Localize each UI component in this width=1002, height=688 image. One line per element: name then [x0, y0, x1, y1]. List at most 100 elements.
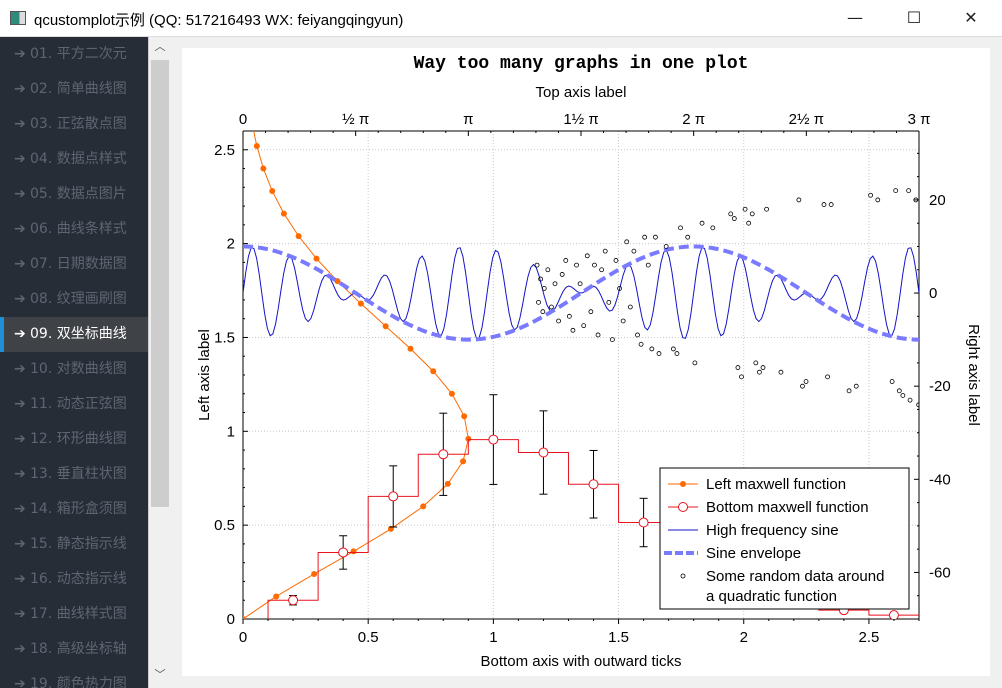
right-tick-label: -60: [929, 564, 951, 581]
left-tick-label: 1.5: [214, 329, 235, 346]
maximize-button[interactable]: ☐: [906, 8, 922, 27]
sidebar-item-label: 06. 曲线条样式: [30, 221, 127, 237]
random-data-point: [825, 374, 830, 380]
sidebar-item[interactable]: ➔ 13. 垂直柱状图: [0, 457, 148, 492]
random-data-point: [574, 262, 579, 268]
left-maxwell-point: [357, 300, 364, 307]
random-data-point: [549, 304, 554, 310]
sidebar-item[interactable]: ➔ 11. 动态正弦图: [0, 387, 148, 422]
sidebar-item[interactable]: ➔ 15. 静态指示线: [0, 527, 148, 562]
sidebar-item-label: 03. 正弦散点图: [30, 116, 127, 132]
random-data-point: [620, 318, 626, 324]
random-data-point: [913, 197, 919, 203]
sidebar-item[interactable]: ➔ 10. 对数曲线图: [0, 352, 148, 387]
sidebar-item[interactable]: ➔ 08. 纹理画刷图: [0, 282, 148, 317]
top-tick-label: 2 π: [682, 111, 705, 128]
legend-icon-bottom-maxwell-dot: [678, 502, 688, 512]
left-maxwell-point: [350, 548, 357, 555]
bottom-maxwell-point: [888, 610, 899, 619]
top-tick-label: ½ π: [342, 111, 369, 128]
scroll-up-icon[interactable]: ︿: [154, 40, 166, 53]
arrow-right-icon: ➔: [14, 361, 26, 377]
bottom-maxwell-point: [288, 595, 299, 606]
sidebar-nav: ➔ 01. 平方二次元 ➔ 02. 简单曲线图 ➔ 03. 正弦散点图 ➔ 04. 数据点样式…: [0, 37, 148, 688]
random-data-point: [556, 318, 561, 324]
sidebar-scrollbar[interactable]: ︿ ﹀: [148, 37, 170, 688]
bottom-maxwell-point: [388, 491, 399, 502]
bottom-tick-label: 2: [740, 629, 748, 646]
sidebar-item-label: 02. 简单曲线图: [30, 81, 127, 97]
arrow-right-icon: ➔: [14, 396, 26, 412]
arrow-right-icon: ➔: [14, 676, 26, 688]
left-maxwell-point: [273, 593, 280, 600]
left-maxwell-point: [311, 570, 318, 577]
random-data-point: [584, 253, 590, 259]
random-data-point: [566, 313, 572, 319]
random-data-point: [800, 383, 805, 389]
minimize-button[interactable]: —: [847, 8, 863, 27]
sidebar-item[interactable]: ➔ 05. 数据点图片: [0, 177, 148, 212]
sidebar-item[interactable]: ➔ 18. 高级坐标轴: [0, 632, 148, 667]
left-maxwell-point: [243, 616, 246, 619]
scroll-thumb[interactable]: [151, 60, 169, 507]
sidebar-item[interactable]: ➔ 09. 双坐标曲线: [0, 317, 148, 352]
random-data-point: [678, 225, 683, 231]
arrow-right-icon: ➔: [14, 571, 26, 587]
sidebar-item[interactable]: ➔ 04. 数据点样式: [0, 142, 148, 177]
random-data-point: [742, 206, 748, 212]
top-tick-label: π: [463, 111, 473, 128]
sidebar-item-label: 08. 纹理画刷图: [30, 291, 127, 307]
arrow-right-icon: ➔: [14, 431, 26, 447]
sidebar-item[interactable]: ➔ 16. 动态指示线: [0, 562, 148, 597]
random-data-point: [538, 276, 544, 282]
left-maxwell-point: [260, 165, 267, 172]
bottom-maxwell-point: [538, 447, 549, 458]
sidebar-item[interactable]: ➔ 14. 箱形盒须图: [0, 492, 148, 527]
random-data-point: [846, 388, 852, 394]
random-data-point: [699, 220, 705, 226]
arrow-right-icon: ➔: [14, 116, 26, 132]
sidebar-item[interactable]: ➔ 01. 平方二次元: [0, 37, 148, 72]
random-data-point: [900, 393, 906, 398]
sidebar-item[interactable]: ➔ 17. 曲线样式图: [0, 597, 148, 632]
sidebar-item[interactable]: ➔ 12. 环形曲线图: [0, 422, 148, 457]
random-data-point: [577, 281, 583, 287]
random-data-point: [552, 281, 558, 287]
random-data-point: [764, 206, 769, 212]
random-data-point: [540, 309, 546, 315]
random-data-point: [796, 197, 802, 203]
random-data-point: [635, 332, 640, 338]
random-data-point: [889, 379, 895, 384]
left-maxwell-point: [280, 210, 287, 217]
right-tick-label: -40: [929, 471, 951, 488]
random-data-point: [853, 383, 859, 389]
sidebar-item[interactable]: ➔ 07. 日期数据图: [0, 247, 148, 282]
sidebar-item-label: 15. 静态指示线: [30, 536, 127, 552]
bottom-maxwell-point: [638, 517, 649, 528]
legend-label: a quadratic function: [706, 588, 837, 605]
sidebar-item-label: 04. 数据点样式: [30, 151, 127, 167]
random-data-point: [617, 285, 622, 291]
arrow-right-icon: ➔: [14, 326, 26, 342]
bottom-maxwell-point: [338, 547, 349, 558]
random-data-point: [570, 327, 576, 333]
sidebar-item[interactable]: ➔ 03. 正弦散点图: [0, 107, 148, 142]
scroll-down-icon[interactable]: ﹀: [154, 668, 166, 681]
random-data-point: [760, 365, 766, 370]
sidebar-item[interactable]: ➔ 19. 颜色热力图: [0, 667, 148, 688]
sidebar-item-label: 17. 曲线样式图: [30, 606, 127, 622]
random-data-point: [757, 369, 762, 375]
sidebar-item-label: 01. 平方二次元: [30, 46, 127, 62]
random-data-point: [868, 192, 874, 198]
sidebar-item[interactable]: ➔ 06. 曲线条样式: [0, 212, 148, 247]
top-tick-label: 2½ π: [789, 111, 824, 128]
legend-label: Bottom maxwell function: [706, 499, 869, 516]
bottom-tick-label: 1: [489, 629, 497, 646]
sidebar-item[interactable]: ➔ 02. 简单曲线图: [0, 72, 148, 107]
close-button[interactable]: ✕: [964, 8, 978, 27]
random-data-point: [602, 248, 608, 254]
left-tick-label: 0.5: [214, 517, 235, 534]
random-data-point: [746, 220, 752, 226]
